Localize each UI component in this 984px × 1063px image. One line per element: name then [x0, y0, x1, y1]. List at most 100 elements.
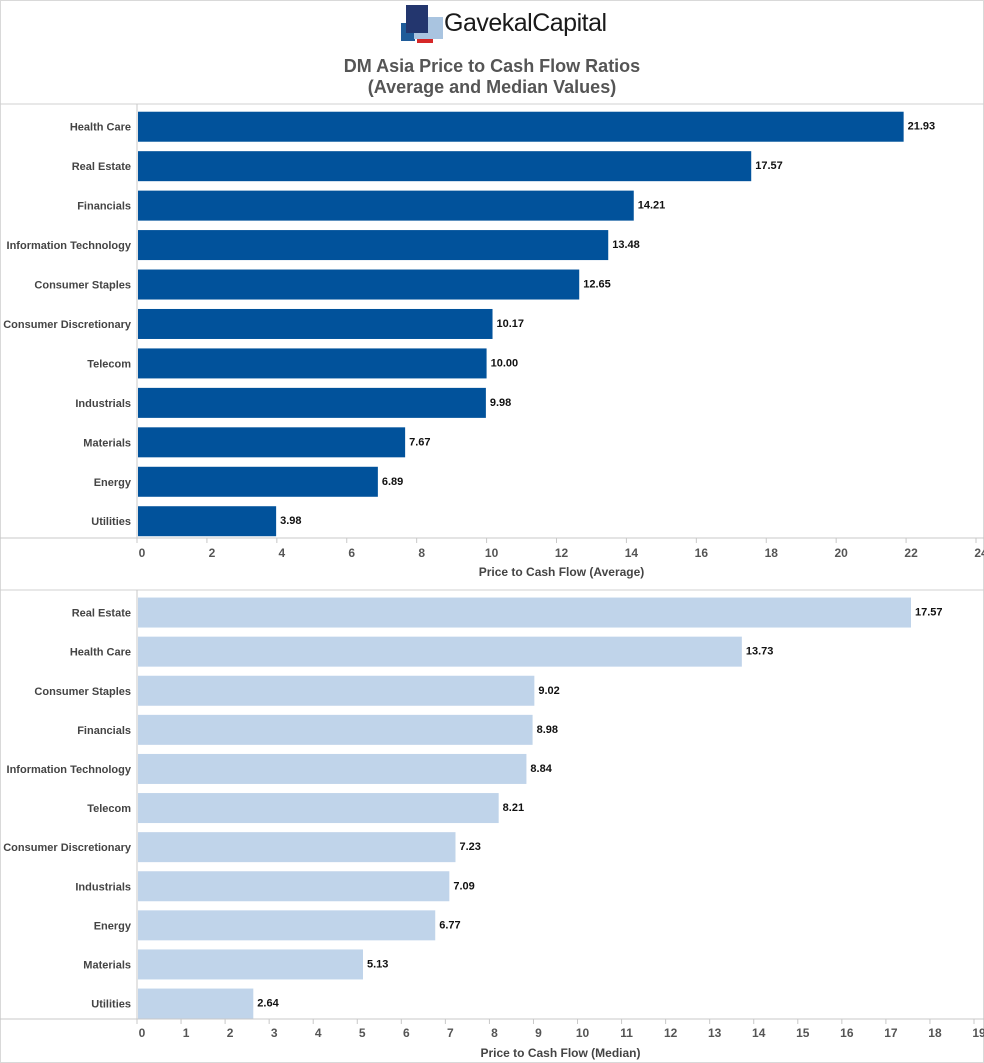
category-label: Information Technology [7, 764, 132, 776]
bar [138, 910, 436, 941]
chart-2: Real Estate 17.57 Health Care 13.73 Consumer… [0, 589, 984, 1060]
bar [138, 151, 752, 182]
data-label: 13.48 [612, 239, 640, 251]
bar [138, 597, 912, 628]
category-label: Industrials [75, 398, 131, 410]
bar [138, 111, 904, 142]
bar [138, 269, 580, 300]
x-tick-label: 6 [403, 1026, 410, 1040]
data-label: 6.89 [382, 476, 403, 488]
bar [138, 714, 533, 745]
bar [138, 636, 742, 667]
data-label: 14.21 [638, 200, 666, 212]
bar [138, 308, 493, 339]
category-label: Information Technology [7, 240, 132, 252]
x-tick-label: 0 [139, 1026, 146, 1040]
brand-logo: GavekalCapital [398, 3, 607, 45]
x-tick-label: 7 [447, 1026, 454, 1040]
bar [138, 675, 535, 706]
x-tick-label: 18 [928, 1026, 942, 1040]
x-tick-label: 11 [620, 1026, 633, 1040]
x-tick-label: 16 [695, 546, 709, 560]
bar [138, 949, 363, 980]
chart-1: Health Care 21.93 Real Estate 17.57 Financia… [0, 103, 984, 579]
data-label: 7.09 [453, 880, 474, 892]
x-tick-label: 4 [315, 1026, 322, 1040]
category-label: Health Care [70, 647, 131, 659]
category-label: Consumer Staples [34, 280, 131, 292]
bar [138, 466, 378, 497]
logo-squares-icon [401, 5, 443, 43]
bar [138, 793, 499, 824]
x-tick-label: 2 [209, 546, 216, 560]
x-tick-label: 16 [840, 1026, 854, 1040]
data-label: 17.57 [915, 607, 943, 619]
data-label: 6.77 [439, 919, 460, 931]
bar [138, 348, 487, 379]
logo-text: GavekalCapital [444, 9, 607, 37]
data-label: 5.13 [367, 958, 388, 970]
x-tick-label: 15 [796, 1026, 810, 1040]
bar [138, 871, 450, 902]
data-label: 8.21 [503, 802, 524, 814]
category-label: Materials [83, 437, 131, 449]
x-tick-label: 17 [884, 1026, 898, 1040]
category-label: Real Estate [72, 161, 131, 173]
x-tick-label: 19 [972, 1026, 984, 1040]
x-tick-label: 3 [271, 1026, 278, 1040]
bar [138, 190, 634, 221]
data-label: 3.98 [280, 515, 301, 527]
category-label: Energy [94, 477, 132, 489]
x-tick-label: 1 [183, 1026, 190, 1040]
x-tick-label: 14 [625, 546, 639, 560]
x-tick-label: 13 [708, 1026, 722, 1040]
title-line-1: DM Asia Price to Cash Flow Ratios [343, 56, 641, 76]
data-label: 21.93 [908, 121, 936, 133]
x-tick-label: 2 [227, 1026, 234, 1040]
data-label: 9.02 [538, 685, 559, 697]
category-label: Health Care [70, 122, 131, 134]
x-tick-label: 6 [348, 546, 355, 560]
category-label: Financials [77, 725, 131, 737]
x-tick-label: 8 [418, 546, 425, 560]
x-tick-label: 18 [765, 546, 779, 560]
x-tick-label: 4 [278, 546, 285, 560]
bar [138, 427, 406, 458]
x-tick-label: 0 [139, 546, 146, 560]
x-tick-label: 24 [974, 546, 984, 560]
category-label: Real Estate [72, 608, 131, 620]
x-tick-label: 10 [485, 546, 499, 560]
data-label: 12.65 [583, 279, 611, 291]
x-tick-label: 9 [535, 1026, 542, 1040]
data-label: 10.17 [497, 318, 525, 330]
category-label: Industrials [75, 881, 131, 893]
data-label: 2.64 [257, 998, 279, 1010]
x-tick-label: 8 [491, 1026, 498, 1040]
bar [138, 506, 277, 537]
category-label: Consumer Staples [34, 686, 131, 698]
data-label: 8.84 [530, 763, 552, 775]
title-line-2: (Average and Median Values) [367, 77, 617, 97]
data-label: 8.98 [537, 724, 558, 736]
data-label: 10.00 [491, 357, 519, 369]
bar [138, 753, 527, 784]
category-label: Telecom [87, 803, 131, 815]
category-label: Telecom [87, 358, 131, 370]
x-tick-label: 12 [555, 546, 569, 560]
x-tick-label: 22 [904, 546, 918, 560]
x-tick-label: 10 [576, 1026, 590, 1040]
category-label: Financials [77, 201, 131, 213]
x-tick-label: 5 [359, 1026, 366, 1040]
bar [138, 832, 456, 863]
chart-title: DM Asia Price to Cash Flow Ratios (Avera… [0, 56, 984, 98]
category-label: Consumer Discretionary [3, 319, 132, 331]
data-label: 13.73 [746, 646, 774, 658]
bar [138, 988, 254, 1019]
x-axis-label: Price to Cash Flow (Median) [480, 1046, 640, 1060]
category-label: Energy [94, 920, 132, 932]
data-label: 7.23 [460, 841, 481, 853]
x-tick-label: 12 [664, 1026, 678, 1040]
bar [138, 387, 486, 418]
data-label: 9.98 [490, 397, 511, 409]
x-tick-label: 14 [752, 1026, 766, 1040]
